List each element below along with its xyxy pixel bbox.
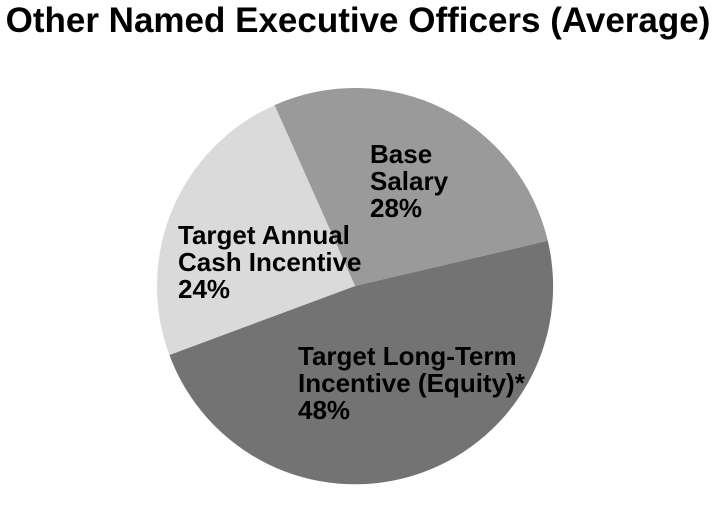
slice-label-line: Incentive (Equity)* — [298, 368, 525, 398]
slice-label-line: Target Annual — [178, 220, 350, 250]
chart-title: Other Named Executive Officers (Average) — [5, 1, 711, 40]
slice-label-target-annual-cash-incentive: Target Annual Cash Incentive 24% — [178, 222, 362, 303]
slice-label-base-salary: Base Salary 28% — [370, 141, 448, 222]
slice-percent-label: 28% — [370, 193, 423, 223]
slice-label-line: Salary — [370, 166, 449, 196]
pie-slice-target-long-term-incentive-equity — [169, 240, 554, 485]
slice-percent-label: 48% — [298, 395, 351, 425]
slice-percent-label: 24% — [178, 274, 231, 304]
slice-label-line: Base — [370, 139, 433, 169]
slice-label-target-long-term-incentive: Target Long-Term Incentive (Equity)* 48% — [298, 343, 525, 424]
slice-label-line: Target Long-Term — [298, 341, 517, 371]
pie-slice-base-salary — [274, 87, 548, 286]
pie-slice-target-annual-cash-incentive — [156, 105, 355, 355]
slice-label-line: Cash Incentive — [178, 247, 362, 277]
